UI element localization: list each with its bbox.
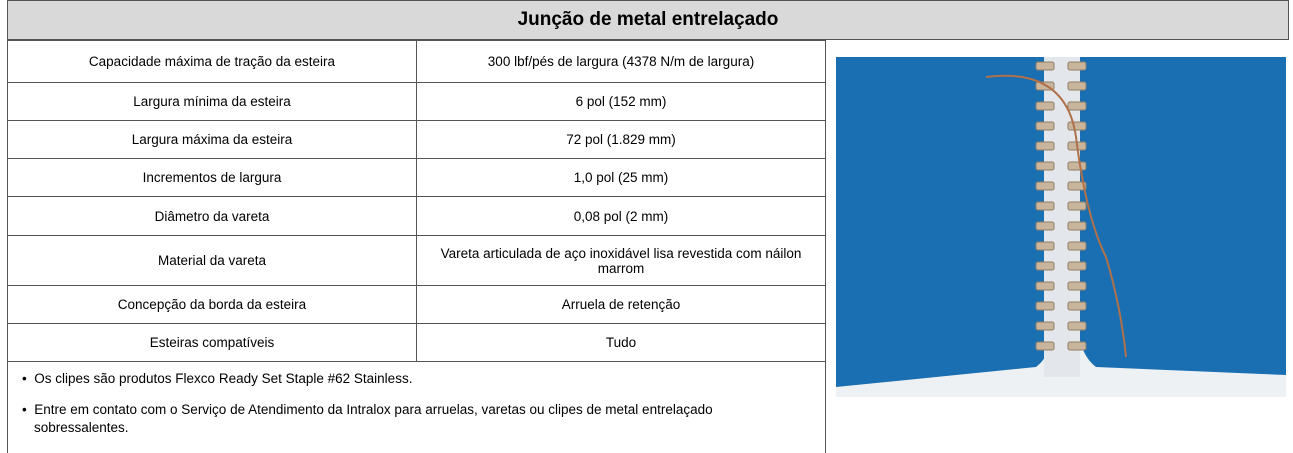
label-cell: Diâmetro da vareta [7, 196, 417, 236]
label-cell: Material da vareta [7, 235, 417, 286]
table-row: Diâmetro da vareta 0,08 pol (2 mm) [7, 196, 826, 236]
table-row: Largura mínima da esteira 6 pol (152 mm) [7, 82, 826, 121]
value-cell: Tudo [416, 323, 826, 362]
label-cell: Incrementos de largura [7, 158, 417, 197]
table-row: Capacidade máxima de tração da esteira 30… [7, 40, 826, 83]
spec-table: Capacidade máxima de tração da esteira 30… [7, 40, 826, 362]
rod [985, 74, 1127, 358]
table-row: Material da vareta Vareta articulada de a… [7, 235, 826, 286]
notes: Os clipes são produtos Flexco Ready Set … [7, 362, 826, 453]
value-cell: Arruela de retenção [416, 285, 826, 324]
note: Entre em contato com o Serviço de Atendi… [18, 401, 809, 437]
product-photo [836, 57, 1286, 397]
table-row: Esteiras compatíveis Tudo [7, 323, 826, 362]
label-cell: Capacidade máxima de tração da esteira [7, 40, 417, 83]
clips [1035, 61, 1087, 351]
label-cell: Largura máxima da esteira [7, 120, 417, 159]
table-row: Concepção da borda da esteira Arruela de … [7, 285, 826, 324]
label-cell: Largura mínima da esteira [7, 82, 417, 121]
table-title: Junção de metal entrelaçado [7, 0, 1289, 40]
note: Os clipes são produtos Flexco Ready Set … [18, 370, 809, 388]
label-cell: Concepção da borda da esteira [7, 285, 417, 324]
value-cell: 72 pol (1.829 mm) [416, 120, 826, 159]
value-cell: Vareta articulada de aço inoxidável lisa… [416, 235, 826, 286]
value-cell: 1,0 pol (25 mm) [416, 158, 826, 197]
value-cell: 6 pol (152 mm) [416, 82, 826, 121]
value-cell: 0,08 pol (2 mm) [416, 196, 826, 236]
table-row: Largura máxima da esteira 72 pol (1.829 m… [7, 120, 826, 159]
value-cell: 300 lbf/pés de largura (4378 N/m de larg… [416, 40, 826, 83]
table-row: Incrementos de largura 1,0 pol (25 mm) [7, 158, 826, 197]
label-cell: Esteiras compatíveis [7, 323, 417, 362]
